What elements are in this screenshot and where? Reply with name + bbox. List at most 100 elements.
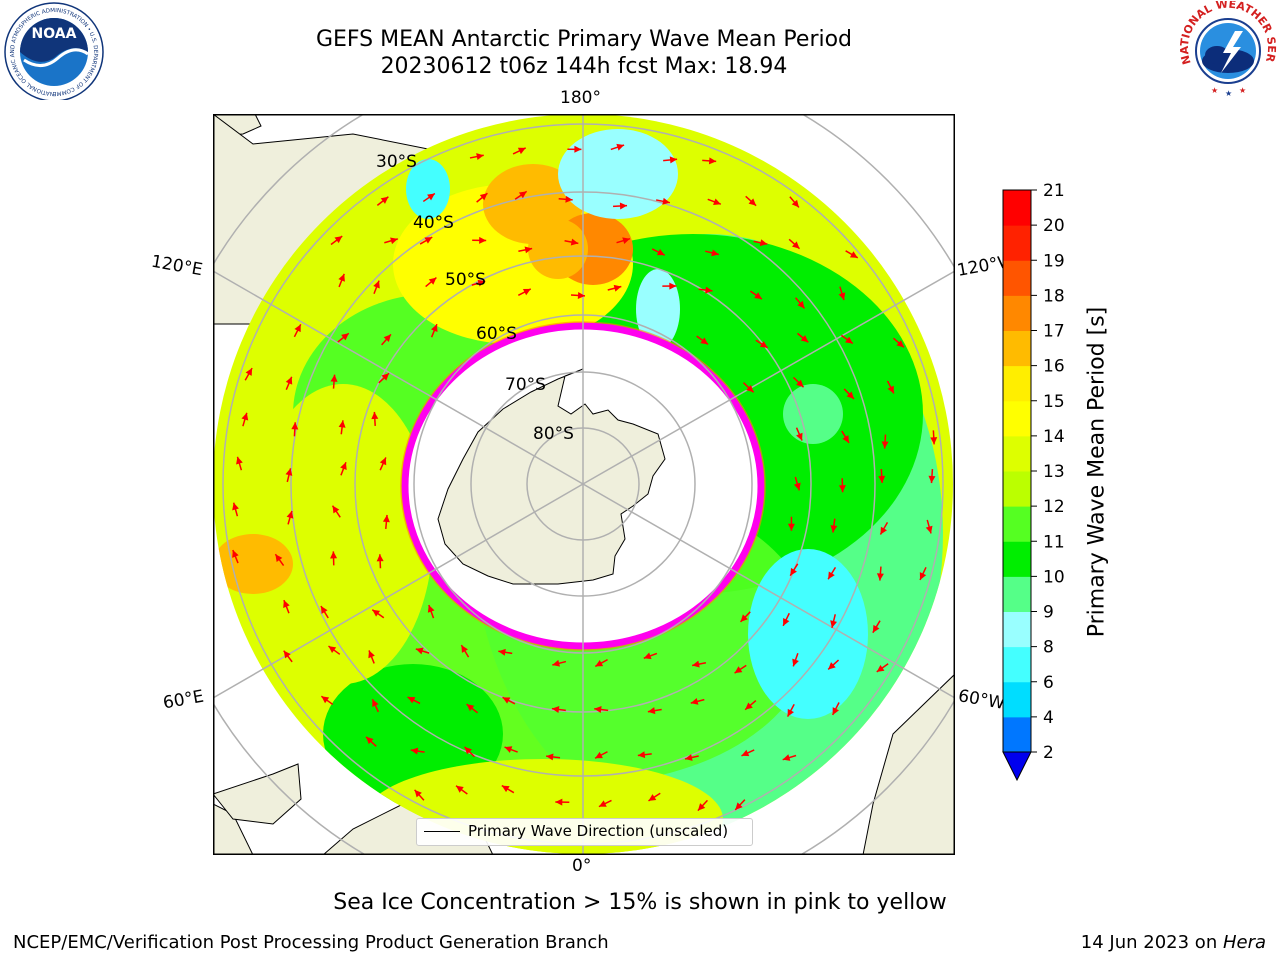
wave-arrow-head xyxy=(838,485,846,493)
wave-arrow-head xyxy=(919,572,927,580)
wave-arrow-head xyxy=(381,373,390,381)
wave-arrow-head xyxy=(790,567,797,576)
colorbar-tick-label: 18 xyxy=(1043,286,1065,306)
wave-arrow-head xyxy=(896,340,905,348)
lon-label-180: 180° xyxy=(560,88,601,108)
antarctica xyxy=(437,368,666,585)
wave-arrow-head xyxy=(705,286,713,294)
wave-arrow-head xyxy=(338,420,346,428)
wave-arrow-head xyxy=(577,291,585,299)
wave-arrow-head xyxy=(669,156,678,164)
wave-arrow-head xyxy=(830,620,837,628)
wave-arrow-head xyxy=(928,475,936,484)
wave-arrow-head xyxy=(783,618,790,626)
colorbar-segment xyxy=(1003,576,1031,612)
lat-label-30s: 30°S xyxy=(376,152,417,172)
colorbar-tick-label: 11 xyxy=(1043,532,1065,552)
wave-arrow-head xyxy=(414,789,422,798)
wave-arrow-head xyxy=(365,736,374,745)
wave-arrow-head xyxy=(291,422,299,430)
wave-arrow-head xyxy=(656,248,665,256)
map-legend: Primary Wave Direction (unscaled) xyxy=(416,818,753,846)
legend-line-sample xyxy=(424,831,460,832)
lat-label-60s: 60°S xyxy=(476,324,517,344)
wave-arrow-head xyxy=(830,525,838,533)
lat-label-50s: 50°S xyxy=(445,270,486,290)
wave-arrow-head xyxy=(849,251,858,258)
chart-title-line1: GEFS MEAN Antarctic Primary Wave Mean Pe… xyxy=(315,27,853,52)
wave-arrow-head xyxy=(522,288,531,296)
nws-logo: NATIONAL WEATHER SERVICE ★ ★ ★ xyxy=(1177,1,1278,99)
wave-arrow-head xyxy=(697,803,706,811)
wave-arrow-head xyxy=(504,746,513,753)
wave-arrow-head xyxy=(383,334,391,342)
wave-arrow-head xyxy=(880,526,887,535)
colorbar-segment xyxy=(1003,646,1031,683)
wave-arrow-head xyxy=(551,706,560,713)
wave-arrow-head xyxy=(734,666,743,674)
colorbar-segment xyxy=(1003,435,1031,472)
wave-arrow-head xyxy=(340,462,347,471)
noaa-logo-text: NOAA xyxy=(32,26,77,42)
wave-arrow-head xyxy=(415,647,424,655)
svg-text:★: ★ xyxy=(1239,86,1246,95)
wave-arrow-head xyxy=(380,196,389,204)
wave-arrow-head xyxy=(330,551,338,559)
wave-arrow-head xyxy=(800,335,809,343)
wave-arrow-head xyxy=(876,573,884,581)
wave-arrow-head xyxy=(619,202,628,210)
polar-map xyxy=(213,114,955,855)
wave-arrow-head xyxy=(286,510,294,519)
colorbar-segment xyxy=(1003,190,1031,226)
lat-label-80s: 80°S xyxy=(533,424,574,444)
wave-arrow-head xyxy=(294,324,301,333)
lat-label-70s: 70°S xyxy=(505,375,546,395)
wave-arrow-head xyxy=(232,502,239,511)
wave-arrow-head xyxy=(595,659,604,667)
wave-arrow-head xyxy=(334,236,343,244)
colorbar-tick-label: 4 xyxy=(1043,708,1054,728)
wave-arrow-head xyxy=(501,785,510,793)
lat-label-40s: 40°S xyxy=(413,213,454,233)
wave-arrow-head xyxy=(735,802,743,810)
wave-arrow-head xyxy=(371,411,379,420)
wave-arrow-head xyxy=(330,374,338,382)
svg-text:★: ★ xyxy=(1211,86,1218,95)
wave-arrow-head xyxy=(376,554,384,562)
wave-arrow-head xyxy=(690,697,699,705)
wave-arrow-head xyxy=(241,412,249,421)
wave-arrow-head xyxy=(502,697,511,704)
footer-left: NCEP/EMC/Verification Post Processing Pr… xyxy=(13,932,609,953)
wave-arrow-head xyxy=(517,147,526,155)
footer-host: Hera xyxy=(1222,932,1266,953)
wave-arrow-head xyxy=(662,197,670,205)
wave-arrow-head xyxy=(787,708,794,717)
chart-title-line2: 20230612 t06z 144h fcst Max: 18.94 xyxy=(380,54,788,79)
colorbar-tick-label: 19 xyxy=(1043,251,1065,271)
wave-arrow-head xyxy=(787,523,795,531)
map-frame xyxy=(213,114,955,855)
wave-arrow-head xyxy=(498,648,506,656)
lon-label-0: 0° xyxy=(572,856,592,876)
colorbar-label: Primary Wave Mean Period [s] xyxy=(1084,306,1110,638)
wave-arrow-head xyxy=(368,650,375,659)
wave-arrow-head xyxy=(379,457,387,466)
wave-arrow-head xyxy=(845,336,853,344)
wave-arrow-head xyxy=(464,746,472,755)
wave-arrow-head xyxy=(382,514,390,523)
wave-arrow-head xyxy=(791,199,799,208)
wave-arrow-head xyxy=(428,277,437,285)
wave-arrow-head xyxy=(477,279,486,287)
wave-arrow-head xyxy=(648,794,657,801)
svg-text:★: ★ xyxy=(1225,89,1232,98)
wave-arrow-head xyxy=(456,785,464,793)
colorbar-extend-arrow xyxy=(1002,751,1032,782)
lon-label-60e: 60°E xyxy=(161,686,206,714)
wave-arrow-head xyxy=(338,273,345,282)
footer-right: 14 Jun 2023 on Hera xyxy=(1081,932,1266,953)
wave-arrow-head xyxy=(828,662,836,670)
colorbar-segment xyxy=(1003,541,1031,577)
wave-arrow-head xyxy=(796,432,803,441)
wave-arrow-head xyxy=(555,798,563,806)
colorbar-tick-label: 21 xyxy=(1043,181,1065,201)
